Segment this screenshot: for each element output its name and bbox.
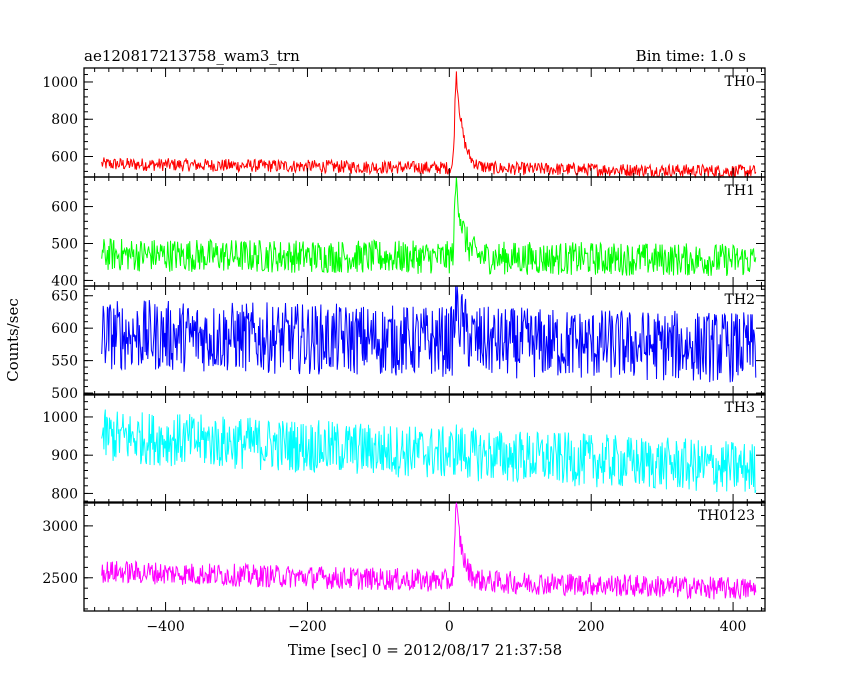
x-axis-label: Time [sec] 0 = 2012/08/17 21:37:58 [288,641,562,659]
panel-frame-th0123 [83,501,766,612]
x-tick-label: 200 [578,619,605,635]
y-tick-label: 800 [51,486,78,502]
y-tick-label: 800 [51,112,78,128]
chart-title-left: ae120817213758_wam3_trn [84,47,300,65]
y-tick-label: 2500 [42,571,78,587]
x-tick-label: 0 [445,619,454,635]
series-line-th2 [101,285,757,383]
x-tick-label: −200 [288,619,326,635]
series-line-th1 [101,176,757,277]
y-tick-label: 600 [51,150,78,166]
y-tick-label: 500 [51,386,78,402]
y-tick-label: 550 [51,354,78,370]
panel-frame-th3 [83,393,766,504]
series-line-th3 [101,409,757,494]
x-tick-label: −400 [146,619,184,635]
x-tick-label: 400 [720,619,747,635]
y-tick-label: 600 [51,200,78,216]
series-line-th0123 [101,501,757,600]
y-tick-label: 600 [51,321,78,337]
y-tick-label: 400 [51,273,78,289]
panel-label-th2: TH2 [725,292,755,308]
panel-label-th0123: TH0123 [698,508,755,524]
y-tick-label: 3000 [42,519,78,535]
y-axis-label: Counts/sec [4,298,22,382]
y-tick-label: 900 [51,448,78,464]
panel-label-th3: TH3 [725,400,755,416]
series-line-th0 [101,71,757,179]
panel-frame-th2 [83,285,766,396]
y-tick-label: 1000 [42,75,78,91]
panels-group: 600 800 1000 TH0 400 500 600 TH1 500 550 600 650 TH2… [42,67,766,635]
y-tick-label: 650 [51,289,78,305]
panel-label-th0: TH0 [725,74,755,90]
panel-label-th1: TH1 [725,183,755,199]
chart-title-right: Bin time: 1.0 s [636,47,746,65]
y-tick-label: 500 [51,237,78,253]
y-tick-label: 1000 [42,410,78,426]
